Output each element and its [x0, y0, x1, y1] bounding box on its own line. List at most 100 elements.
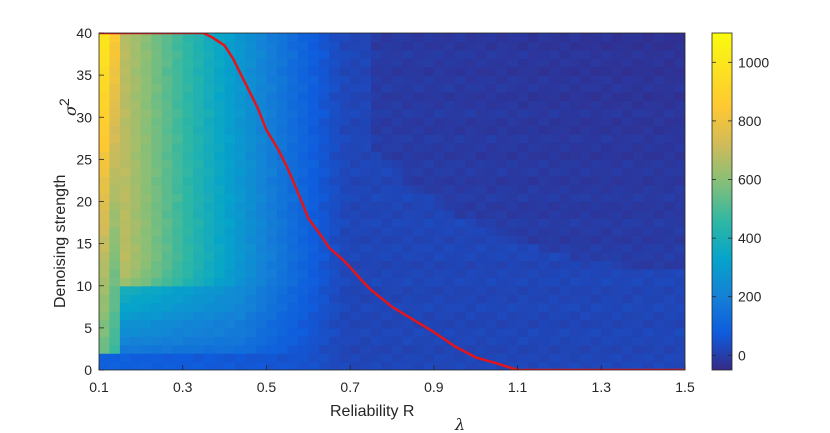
- heatmap-cell: [381, 100, 393, 110]
- heatmap-cell: [569, 311, 581, 321]
- heatmap-cell: [559, 361, 571, 370]
- heatmap-cell: [475, 184, 487, 194]
- heatmap-cell: [517, 33, 529, 43]
- heatmap-cell: [297, 41, 309, 51]
- heatmap-cell: [580, 108, 592, 118]
- heatmap-cell: [433, 117, 445, 127]
- heatmap-cell: [151, 311, 163, 321]
- heatmap-cell: [517, 66, 529, 76]
- heatmap-cell: [339, 252, 351, 262]
- heatmap-cell: [235, 100, 247, 110]
- heatmap-cell: [454, 252, 466, 262]
- heatmap-cell: [611, 336, 623, 346]
- heatmap-cell: [580, 75, 592, 85]
- heatmap-cell: [130, 49, 142, 59]
- heatmap-cell: [559, 235, 571, 245]
- heatmap-cell: [130, 167, 142, 177]
- heatmap-cell: [182, 125, 194, 135]
- heatmap-cell: [507, 361, 519, 370]
- heatmap-cell: [151, 125, 163, 135]
- heatmap-cell: [569, 336, 581, 346]
- heatmap-cell: [224, 33, 236, 43]
- heatmap-cell: [161, 302, 173, 312]
- heatmap-cell: [444, 311, 456, 321]
- heatmap-cell: [486, 260, 498, 270]
- heatmap-cell: [569, 344, 581, 354]
- heatmap-cell: [674, 176, 685, 186]
- heatmap-cell: [664, 243, 676, 253]
- heatmap-cell: [569, 125, 581, 135]
- heatmap-cell: [161, 235, 173, 245]
- heatmap-cell: [266, 353, 278, 363]
- heatmap-cell: [465, 91, 477, 101]
- heatmap-cell: [517, 159, 529, 169]
- heatmap-cell: [664, 252, 676, 262]
- heatmap-cell: [423, 134, 435, 144]
- heatmap-cell: [130, 344, 142, 354]
- heatmap-cell: [548, 209, 561, 219]
- heatmap-cell: [580, 243, 592, 253]
- heatmap-cell: [360, 327, 372, 337]
- heatmap-cell: [538, 176, 550, 186]
- heatmap-cell: [339, 344, 351, 354]
- heatmap-cell: [528, 142, 540, 152]
- heatmap-cell: [392, 159, 404, 169]
- heatmap-cell: [653, 58, 665, 68]
- heatmap-cell: [454, 327, 466, 337]
- heatmap-cell: [245, 150, 257, 160]
- heatmap-cell: [412, 285, 424, 295]
- heatmap-cell: [475, 294, 487, 304]
- heatmap-cell: [517, 142, 529, 152]
- heatmap-cell: [632, 108, 644, 118]
- heatmap-cell: [569, 159, 581, 169]
- heatmap-cell: [193, 336, 205, 346]
- heatmap-cell: [402, 260, 414, 270]
- heatmap-cell: [308, 235, 320, 245]
- heatmap-cell: [266, 49, 278, 59]
- heatmap-cell: [318, 100, 330, 110]
- heatmap-cell: [611, 193, 623, 203]
- heatmap-cell: [214, 252, 226, 262]
- heatmap-cell: [590, 134, 602, 144]
- heatmap-cell: [193, 327, 205, 337]
- heatmap-cell: [507, 108, 519, 118]
- heatmap-cell: [674, 117, 685, 127]
- heatmap-cell: [590, 83, 602, 93]
- heatmap-cell: [119, 353, 131, 363]
- heatmap-cell: [653, 33, 665, 43]
- heatmap-cell: [486, 33, 498, 43]
- heatmap-cell: [569, 58, 581, 68]
- heatmap-cell: [360, 277, 372, 287]
- heatmap-cell: [433, 260, 445, 270]
- heatmap-cell: [423, 285, 435, 295]
- heatmap-cell: [569, 100, 581, 110]
- heatmap-cell: [622, 117, 634, 127]
- heatmap-cell: [392, 311, 404, 321]
- heatmap-cell: [590, 319, 602, 329]
- heatmap-cell: [245, 41, 257, 51]
- heatmap-cell: [350, 260, 362, 270]
- heatmap-cell: [517, 100, 529, 110]
- heatmap-cell: [643, 75, 655, 85]
- heatmap-cell: [392, 319, 404, 329]
- heatmap-cell: [507, 327, 519, 337]
- heatmap-cell: [172, 108, 184, 118]
- heatmap-cell: [402, 218, 414, 228]
- heatmap-cell: [496, 117, 508, 127]
- heatmap-cell: [538, 142, 550, 152]
- heatmap-cell: [172, 125, 184, 135]
- heatmap-cell: [444, 336, 456, 346]
- heatmap-cell: [559, 184, 571, 194]
- heatmap-cell: [538, 91, 550, 101]
- heatmap-cell: [475, 218, 487, 228]
- heatmap-cell: [611, 108, 623, 118]
- heatmap-cell: [412, 311, 424, 321]
- heatmap-cell: [308, 108, 320, 118]
- heatmap-cell: [632, 235, 644, 245]
- heatmap-cell: [255, 226, 268, 236]
- heatmap-cell: [465, 226, 477, 236]
- heatmap-cell: [245, 117, 257, 127]
- heatmap-cell: [245, 33, 257, 43]
- heatmap-cell: [496, 167, 508, 177]
- heatmap-cell: [517, 302, 529, 312]
